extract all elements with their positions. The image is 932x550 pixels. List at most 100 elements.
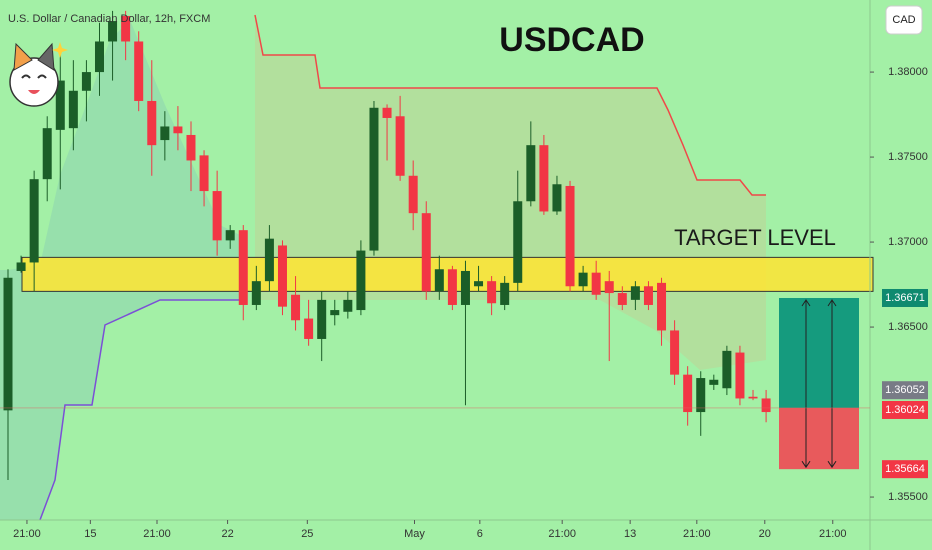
price-tag — [882, 460, 928, 479]
candle-body — [29, 179, 39, 263]
candle-body — [604, 281, 614, 294]
candle-body — [565, 185, 575, 287]
target-zone — [21, 256, 874, 292]
candle-body — [630, 286, 640, 300]
arrow-head — [801, 460, 811, 469]
x-tick-label: 21:00 — [143, 528, 171, 540]
candle-body — [683, 374, 693, 413]
price-tag-label: 1.36024 — [885, 404, 925, 416]
price-tag-label: 1.36671 — [885, 292, 925, 304]
candle-body — [356, 250, 366, 311]
y-tick-label: 1.35500 — [888, 491, 928, 503]
candle-body — [330, 310, 340, 316]
candle-body — [251, 281, 261, 305]
candle-body — [395, 116, 405, 176]
candle-body — [147, 100, 157, 146]
candle-body — [291, 294, 301, 321]
profit-zone — [779, 297, 859, 408]
candle-body — [513, 201, 523, 283]
price-tag-label: 1.35664 — [885, 463, 925, 475]
candle-body — [748, 396, 758, 399]
x-tick-label: 21:00 — [819, 528, 847, 540]
x-tick-label: 21:00 — [548, 528, 576, 540]
candle-body — [722, 350, 732, 389]
candle-body — [696, 378, 706, 413]
candle-body — [552, 184, 562, 212]
candle-body — [68, 90, 78, 129]
candle-body — [578, 272, 588, 287]
candle-body — [447, 269, 457, 305]
candle-body — [225, 230, 235, 241]
candle-body — [408, 175, 418, 214]
price-tag — [882, 381, 928, 400]
candle-body — [317, 299, 327, 339]
candle-body — [539, 145, 549, 212]
price-tag — [882, 400, 928, 419]
candle-body — [121, 15, 131, 42]
candle-body — [94, 41, 104, 73]
x-tick-label: 13 — [624, 528, 636, 540]
candle-body — [55, 80, 65, 130]
candle-body — [186, 134, 196, 161]
candle-body — [81, 72, 91, 91]
candle-body — [382, 107, 392, 118]
candle-body — [264, 238, 274, 282]
y-tick-label: 1.36500 — [888, 321, 928, 333]
candle-body — [657, 282, 667, 331]
arrow-head — [827, 460, 837, 469]
candle-body — [173, 126, 183, 134]
candle-body — [134, 41, 144, 101]
indicator-line — [254, 14, 766, 196]
candle-body — [761, 398, 771, 413]
y-tick-label: 1.37500 — [888, 151, 928, 163]
x-tick-label: 21:00 — [13, 528, 41, 540]
candle-body — [474, 281, 484, 287]
candle-body — [735, 352, 745, 399]
zone-label: TARGET LEVEL — [674, 225, 836, 250]
candle-body — [42, 128, 52, 180]
candle-body — [591, 272, 601, 295]
candle-body — [238, 230, 248, 305]
candle-body — [343, 299, 353, 312]
price-tag-label: 1.36052 — [885, 384, 925, 396]
logo — [9, 42, 68, 107]
candle-body — [709, 379, 719, 385]
candle-body — [108, 21, 118, 42]
x-tick-label: 25 — [301, 528, 313, 540]
currency-label[interactable]: CAD — [892, 14, 915, 26]
chart-title: USDCAD — [499, 21, 644, 59]
x-tick-label: 20 — [759, 528, 771, 540]
candle-body — [369, 107, 379, 251]
candle-body — [487, 281, 497, 304]
candle-body — [526, 145, 536, 202]
candle-body — [16, 262, 26, 271]
candle-body — [670, 330, 680, 375]
arrow-head — [827, 299, 837, 307]
candle-body — [434, 269, 444, 292]
candle-body — [460, 270, 470, 305]
arrow-head — [801, 299, 811, 307]
symbol-header: U.S. Dollar / Canadian Dollar, 12h, FXCM — [8, 13, 210, 25]
x-tick-label: 15 — [84, 528, 96, 540]
candle-body — [199, 155, 209, 192]
loss-zone — [779, 407, 859, 470]
y-tick-label: 1.38000 — [888, 66, 928, 78]
candle-body — [500, 282, 510, 305]
x-tick-label: 22 — [221, 528, 233, 540]
y-tick-label: 1.37000 — [888, 236, 928, 248]
x-tick-label: 21:00 — [683, 528, 711, 540]
candle-body — [3, 277, 13, 411]
price-tag — [882, 288, 928, 307]
indicator-line — [39, 299, 240, 521]
candle-body — [617, 293, 627, 305]
candle-body — [421, 213, 431, 292]
candle-body — [277, 245, 287, 307]
x-tick-label: May — [404, 528, 425, 540]
candle-body — [212, 191, 222, 241]
candle-body — [643, 286, 653, 305]
candle-body — [160, 126, 170, 141]
x-tick-label: 6 — [477, 528, 483, 540]
candle-body — [304, 318, 314, 339]
currency-button[interactable] — [885, 5, 923, 35]
